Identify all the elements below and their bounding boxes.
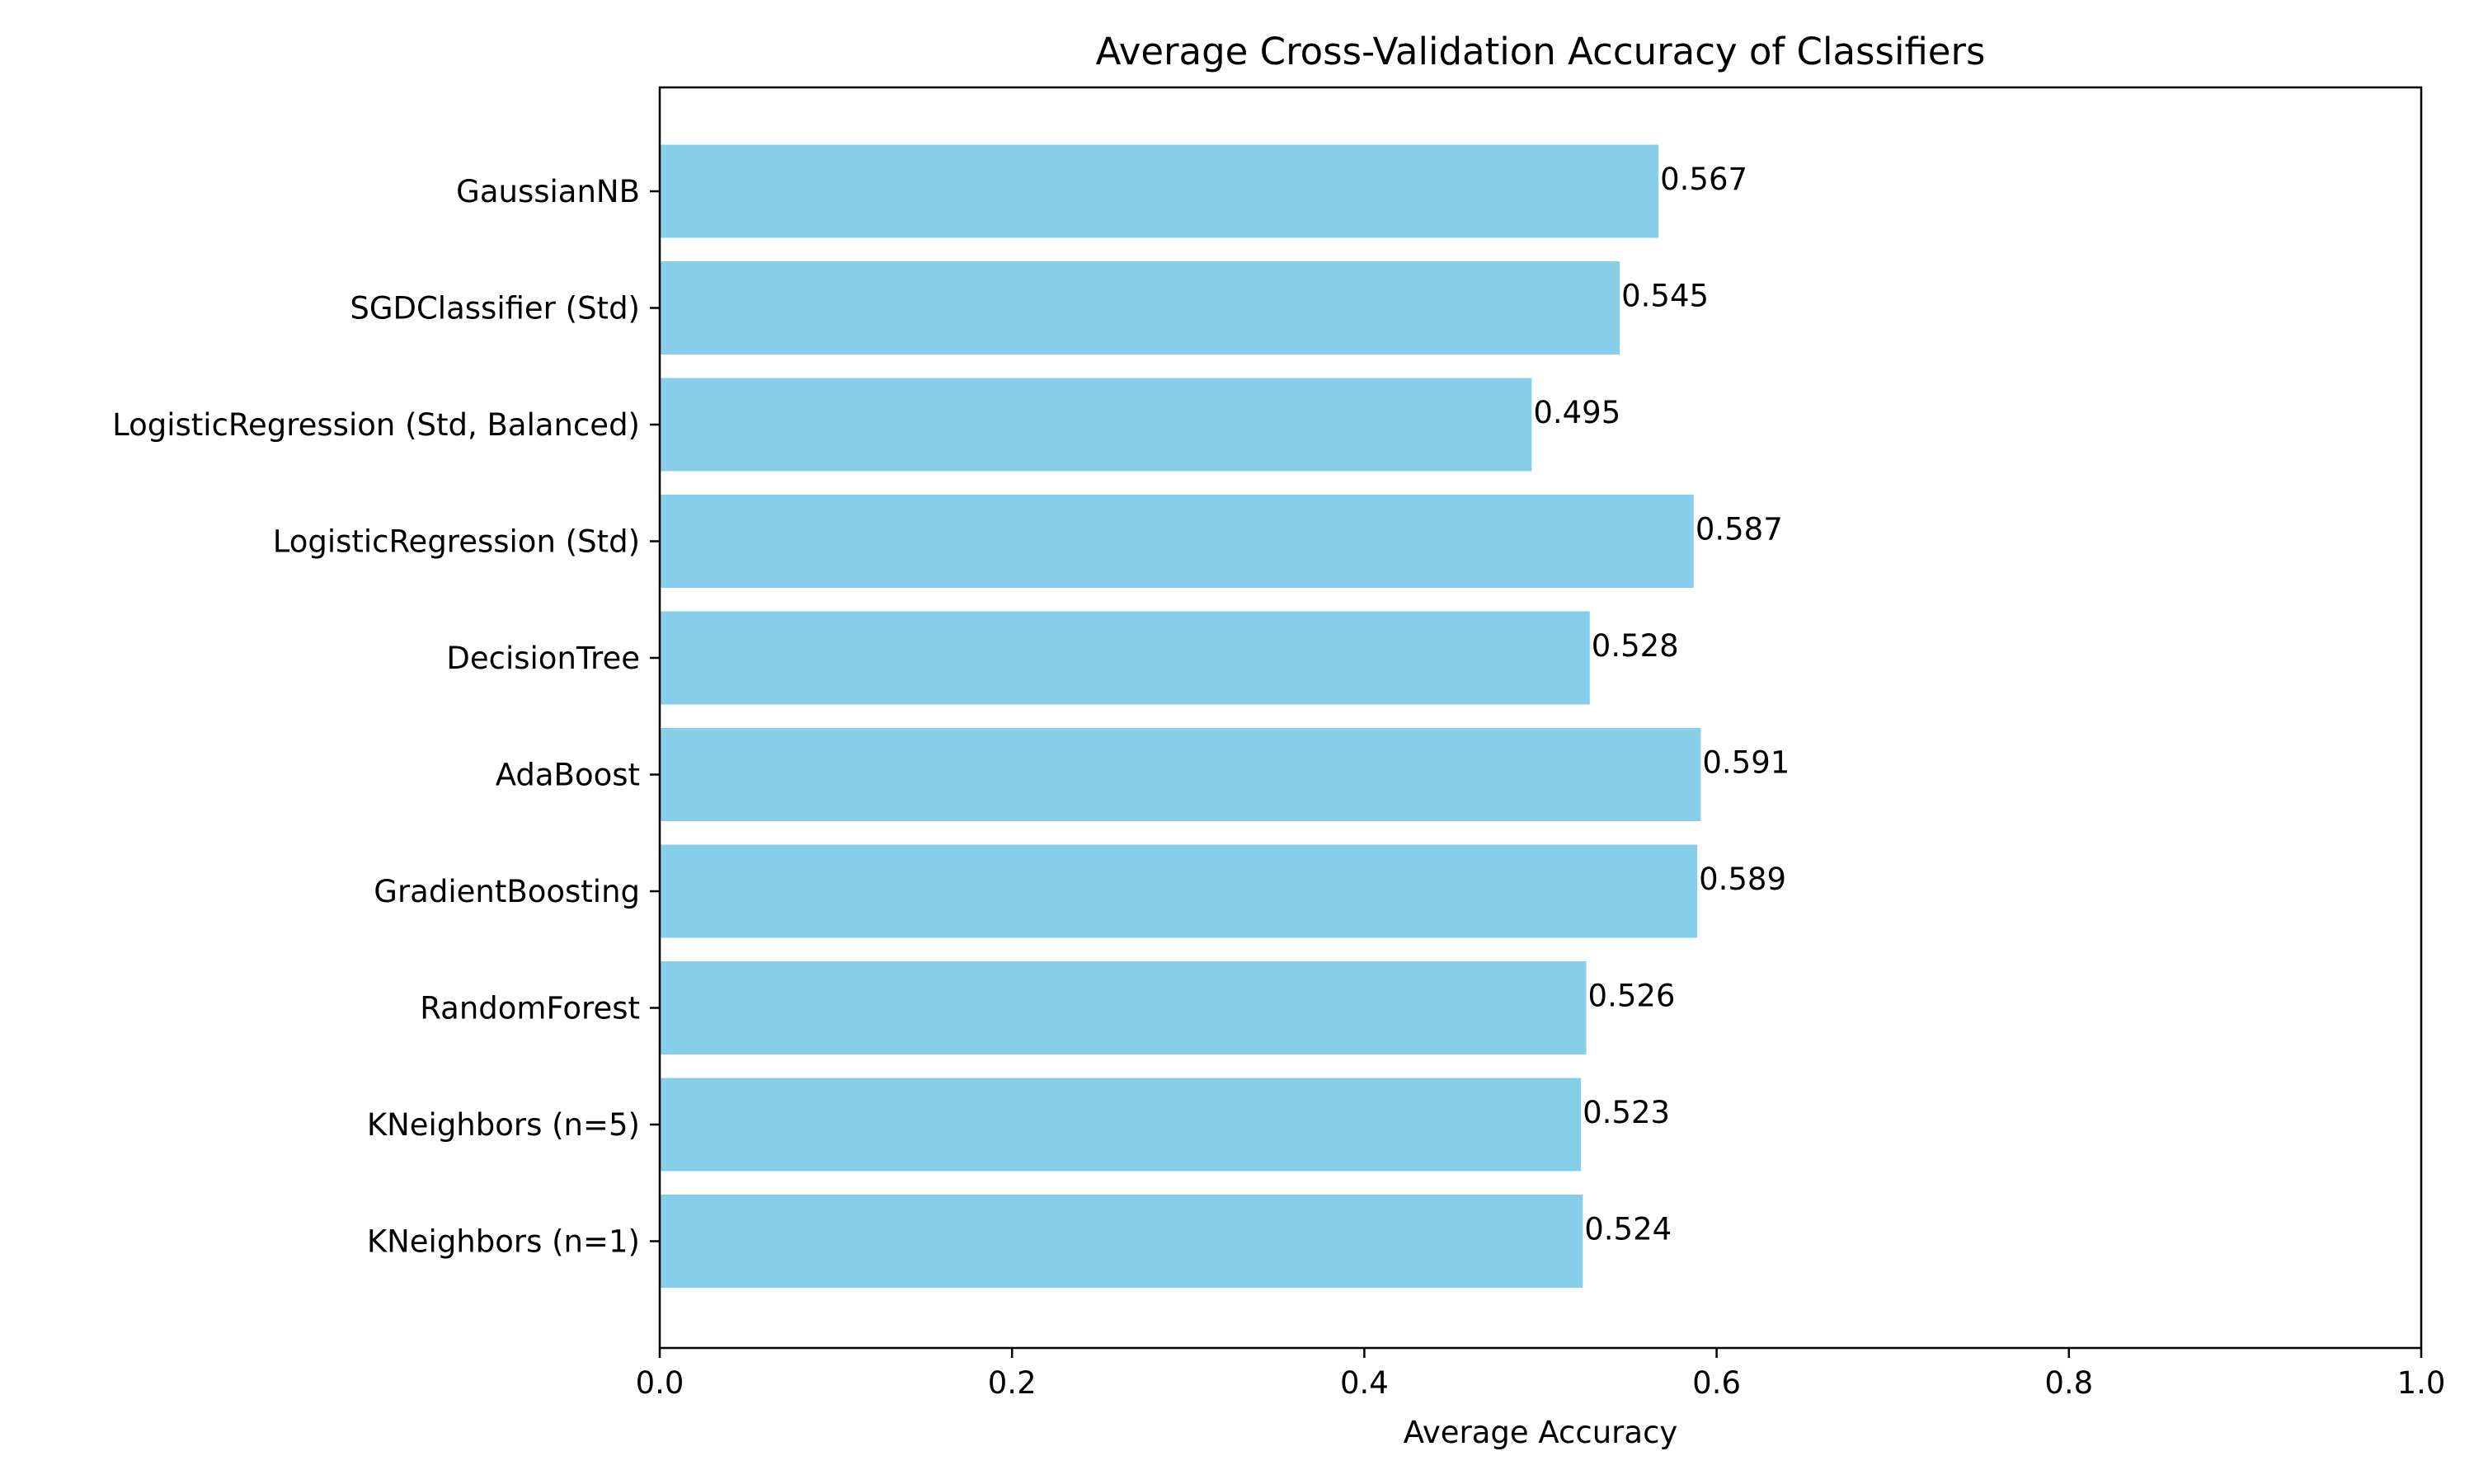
y-tick-label: AdaBoost (496, 758, 640, 793)
bar-value-label: 0.591 (1702, 745, 1790, 781)
y-tick-label: KNeighbors (n=5) (367, 1107, 640, 1143)
bar-value-label: 0.587 (1696, 512, 1783, 547)
y-tick-label: LogisticRegression (Std) (273, 524, 640, 560)
bar (660, 378, 1532, 472)
bar (660, 495, 1694, 588)
bar (660, 728, 1701, 821)
bar (660, 844, 1698, 938)
x-axis-ticks: 0.0 0.2 0.4 0.6 0.8 1.0 (636, 1348, 2446, 1401)
x-tick-label: 1.0 (2397, 1365, 2446, 1401)
bar (660, 611, 1590, 705)
y-tick-label: RandomForest (420, 991, 640, 1026)
chart-title: Average Cross-Validation Accuracy of Cla… (1096, 30, 1986, 73)
bar-value-label: 0.523 (1583, 1095, 1670, 1130)
x-tick-label: 0.4 (1340, 1365, 1389, 1401)
y-tick-label: GaussianNB (456, 174, 640, 209)
bar (660, 1195, 1583, 1288)
bar-value-label: 0.524 (1584, 1212, 1672, 1247)
bar (660, 961, 1587, 1054)
bar (660, 261, 1620, 355)
plot-frame (658, 86, 2423, 1350)
y-tick-label: DecisionTree (446, 641, 640, 676)
x-tick-label: 0.6 (1692, 1365, 1741, 1401)
data-labels-layer: 0.567 0.545 0.495 0.587 0.528 0.591 0.589 0.526… (1533, 162, 1790, 1247)
x-tick-label: 0.8 (2044, 1365, 2093, 1401)
y-tick-label: KNeighbors (n=1) (367, 1224, 640, 1260)
bar-value-label: 0.589 (1699, 862, 1786, 897)
bar (660, 1078, 1582, 1172)
bar-value-label: 0.545 (1621, 279, 1709, 314)
y-axis-ticks: GaussianNB SGDClassifier (Std) LogisticReg… (112, 174, 660, 1260)
y-tick-label: LogisticRegression (Std, Balanced) (112, 407, 640, 443)
bars-layer (660, 144, 1701, 1288)
bar-value-label: 0.495 (1533, 395, 1620, 430)
bar (660, 144, 1659, 238)
bar-value-label: 0.528 (1592, 628, 1679, 664)
bar-value-label: 0.526 (1588, 979, 1676, 1014)
y-tick-label: GradientBoosting (374, 874, 640, 909)
y-tick-label: SGDClassifier (Std) (350, 291, 640, 326)
x-axis-label: Average Accuracy (1404, 1415, 1678, 1450)
x-tick-label: 0.2 (988, 1365, 1037, 1401)
x-tick-label: 0.0 (636, 1365, 684, 1401)
bar-value-label: 0.567 (1660, 162, 1747, 197)
